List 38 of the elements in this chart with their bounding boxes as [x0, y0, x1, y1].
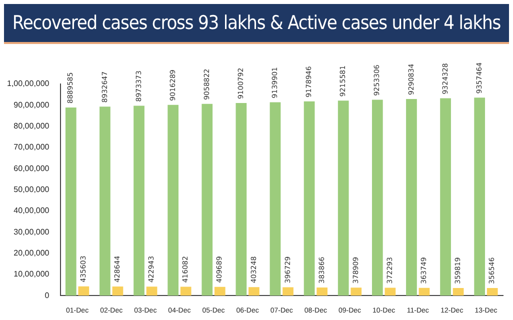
bar [146, 286, 158, 296]
y-tick-label: 90,00,000 [14, 100, 50, 110]
bar [214, 286, 226, 296]
y-tick-label: 80,00,000 [14, 122, 50, 131]
y-tick-label: 70,00,000 [14, 142, 50, 152]
bar [270, 102, 281, 296]
y-tick-label: 10,00,000 [14, 270, 50, 279]
y-tick-label: 0 [44, 290, 50, 300]
bar [100, 106, 110, 296]
bar [282, 287, 294, 296]
bar [440, 98, 451, 296]
chart-title: Recovered cases cross 93 lakhs & Active cases under 4 lakhs [4, 4, 509, 44]
bar [134, 106, 144, 296]
bar [350, 288, 362, 296]
bar [452, 288, 464, 296]
bar [168, 104, 179, 296]
y-tick-label: 1,00,00,000 [6, 79, 50, 88]
bar [180, 286, 192, 296]
y-tick-label: 20,00,000 [14, 248, 50, 258]
bar [202, 104, 213, 296]
bar [486, 288, 498, 296]
y-tick-label: 50,00,000 [14, 185, 50, 194]
bar [65, 107, 76, 296]
y-tick-label: 30,00,000 [14, 227, 50, 236]
bar [304, 101, 315, 296]
bar [384, 288, 396, 296]
bar [236, 103, 247, 296]
bar [248, 287, 260, 296]
bar [316, 287, 328, 296]
y-tick-label: 40,00,000 [14, 206, 50, 216]
bar [78, 286, 90, 296]
bar [372, 100, 383, 296]
y-tick-label: 60,00,000 [14, 164, 50, 173]
bar [338, 100, 349, 296]
bar [474, 98, 486, 296]
bar [406, 99, 417, 296]
bar [112, 286, 124, 296]
bar [418, 288, 430, 296]
